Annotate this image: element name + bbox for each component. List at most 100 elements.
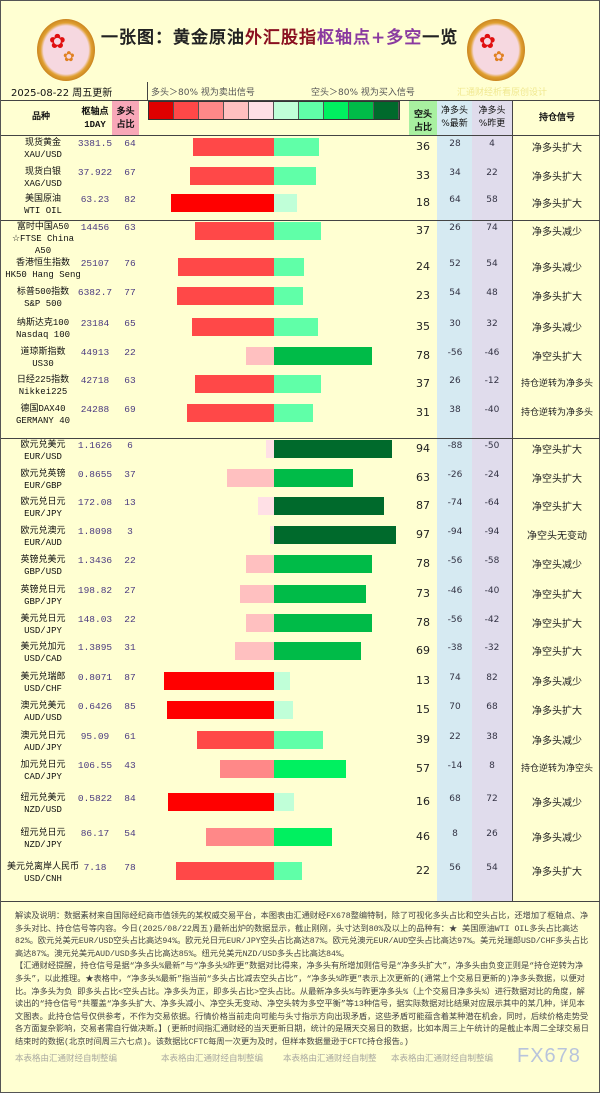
col-long-label: 多头 <box>116 107 135 117</box>
instrument-code: Nikkei225 <box>18 387 68 397</box>
net-prev: -46 <box>484 348 500 358</box>
net-prev: -64 <box>484 498 500 508</box>
net-latest: 54 <box>449 288 461 298</box>
instrument-code: GBP/JPY <box>24 597 62 607</box>
net-latest: -94 <box>447 527 463 537</box>
net-prev: -24 <box>484 470 500 480</box>
instrument-name: 纽元兑美元 NZD/USD <box>5 792 81 816</box>
instrument-name: 德国DAX40 GERMANY 40 <box>5 403 81 427</box>
table-row: 纽元兑美元 NZD/USD 0.5822 84 16 68 72 净多头减少 <box>1 792 600 827</box>
long-percent: 22 <box>124 614 136 625</box>
position-signal: 净多头减少 <box>532 833 582 844</box>
instrument-name: 美元兑日元 USD/JPY <box>5 613 81 637</box>
pivot-value: 24288 <box>80 404 110 415</box>
net-latest: 22 <box>449 732 461 742</box>
net-prev: 54 <box>486 259 498 269</box>
instrument-cn: 加元兑日元 <box>20 760 66 770</box>
table-row: 香港恒生指数 HK50 Hang Seng 25107 76 24 52 54 净… <box>1 257 600 286</box>
short-bar <box>274 404 314 422</box>
short-bar <box>274 526 397 544</box>
table-row: 道琼斯指数 US30 44913 22 78 -56 -46 净空头扩大 <box>1 346 600 374</box>
instrument-name: 纽元兑日元 NZD/JPY <box>5 827 81 851</box>
short-percent: 78 <box>416 349 430 362</box>
update-date: 2025-08-22 周五更新 <box>11 88 113 99</box>
instrument-cn: 纽元兑日元 <box>20 828 66 838</box>
net-prev: 82 <box>486 673 498 683</box>
col-signal: 持仓信号 <box>538 113 575 123</box>
net-latest: 70 <box>449 702 461 712</box>
net-prev: 74 <box>486 223 498 233</box>
instrument-code: USD/CAD <box>24 654 62 664</box>
instrument-code: S&P 500 <box>24 299 62 309</box>
section-divider <box>1 438 600 439</box>
instrument-name: 纳斯达克100 Nasdaq 100 <box>5 317 81 341</box>
instrument-cn: 澳元兑日元 <box>20 731 66 741</box>
long-bar <box>227 469 274 487</box>
legend-swatch <box>149 102 174 119</box>
instrument-cn: 标普500指数 <box>16 287 70 297</box>
short-percent: 69 <box>416 644 430 657</box>
instrument-name: 英镑兑日元 GBP/JPY <box>5 584 81 608</box>
long-percent: 63 <box>124 375 136 386</box>
long-bar <box>205 828 274 846</box>
legend-swatch <box>199 102 224 119</box>
long-bar <box>192 318 274 336</box>
short-bar <box>274 828 332 846</box>
instrument-code: AUD/USD <box>24 713 62 723</box>
short-percent: 57 <box>416 762 430 775</box>
instrument-code: EUR/AUD <box>24 538 62 548</box>
net-latest: 74 <box>449 673 461 683</box>
net-prev: 38 <box>486 732 498 742</box>
table-row: 英镑兑美元 GBP/USD 1.3436 22 78 -56 -58 净空头减少 <box>1 554 600 584</box>
pivot-value: 42718 <box>80 375 110 386</box>
table-row: 加元兑日元 CAD/JPY 106.55 43 57 -14 8 持仓逆转为净空头 <box>1 759 600 792</box>
table-row: 富时中国A50 ☆FTSE China A50 14456 63 37 26 74… <box>1 221 600 257</box>
pivot-value: 148.03 <box>77 614 113 625</box>
net-prev: -40 <box>484 405 500 415</box>
instrument-name: 欧元兑英镑 EUR/GBP <box>5 468 81 492</box>
long-bar <box>187 404 274 422</box>
short-percent: 23 <box>416 289 430 302</box>
net-prev: 8 <box>489 761 495 771</box>
col-pivot: 枢轴点 1DAY <box>77 106 113 132</box>
long-bar <box>194 375 274 393</box>
short-bar <box>274 222 321 240</box>
short-percent: 37 <box>416 377 430 390</box>
table-row: 标普500指数 S&P 500 6382.7 77 23 54 48 净多头扩大 <box>1 286 600 317</box>
instrument-code: EUR/USD <box>24 452 62 462</box>
table-row: 美元兑瑞郎 USD/CHF 0.8071 87 13 74 82 净多头减少 <box>1 671 600 700</box>
col-net-latest-sub: %最新 <box>441 119 468 129</box>
page-title: 一张图：黄金原油外汇股指枢轴点+多空一览 <box>101 23 461 48</box>
short-bar <box>274 760 346 778</box>
net-prev: 26 <box>486 829 498 839</box>
long-percent: 77 <box>124 287 136 298</box>
position-signal: 净多头减少 <box>532 736 582 747</box>
instrument-code: XAU/USD <box>24 150 62 160</box>
col-long-sub: 占比 <box>116 120 135 130</box>
watermark: 本表格由汇通财经自制整 <box>283 1054 377 1064</box>
short-bar <box>274 585 366 603</box>
short-percent: 24 <box>416 260 430 273</box>
col-pivot-label: 枢轴点 <box>81 107 109 117</box>
position-signal: 净多头扩大 <box>532 143 582 154</box>
instrument-code: CAD/JPY <box>24 772 62 782</box>
net-prev: 48 <box>486 288 498 298</box>
long-bar <box>178 258 274 276</box>
net-prev: -94 <box>484 527 500 537</box>
long-bar <box>197 731 274 749</box>
short-bar <box>274 642 361 660</box>
instrument-cn: 现货白银 <box>24 167 61 177</box>
pivot-value: 198.82 <box>77 585 113 596</box>
pivot-value: 6382.7 <box>77 287 113 298</box>
col-net-latest: 净多头 %最新 <box>437 105 472 131</box>
table-row: 日经225指数 Nikkei225 42718 63 37 26 -12 持仓逆转… <box>1 374 600 403</box>
short-percent: 37 <box>416 224 430 237</box>
position-signal: 净多头减少 <box>532 323 582 334</box>
short-bar <box>274 555 373 573</box>
plum-blossom-logo-right: ✿ ✿ <box>467 19 525 81</box>
notes: 解读及说明：数据素材来自国际经纪商市值领先的某权威交易平台，本图表由汇通财经FX… <box>15 911 591 1050</box>
credit: 汇通财经析看原创设计 <box>457 88 548 98</box>
net-prev: -58 <box>484 556 500 566</box>
net-latest: -56 <box>447 348 463 358</box>
pivot-value: 23184 <box>80 318 110 329</box>
